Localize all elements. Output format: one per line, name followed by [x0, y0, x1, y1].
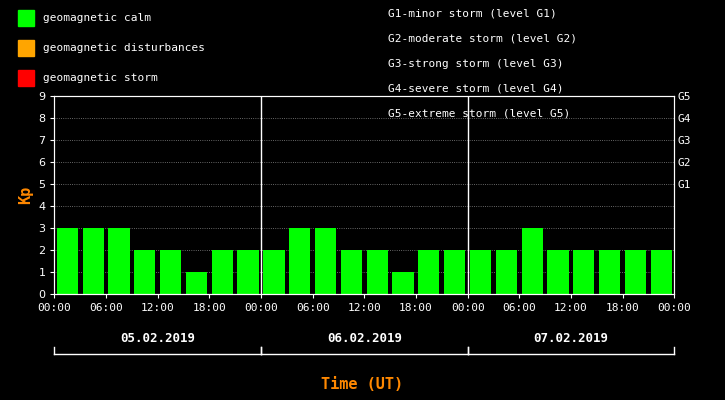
- Text: 07.02.2019: 07.02.2019: [534, 332, 608, 344]
- Text: G5-extreme storm (level G5): G5-extreme storm (level G5): [388, 108, 570, 118]
- Text: geomagnetic calm: geomagnetic calm: [43, 13, 151, 23]
- Text: 05.02.2019: 05.02.2019: [120, 332, 195, 344]
- Bar: [83, 228, 104, 294]
- Bar: [625, 250, 646, 294]
- Bar: [238, 250, 259, 294]
- Bar: [186, 272, 207, 294]
- Text: G4-severe storm (level G4): G4-severe storm (level G4): [388, 84, 563, 94]
- Bar: [315, 228, 336, 294]
- Text: G2-moderate storm (level G2): G2-moderate storm (level G2): [388, 34, 577, 44]
- Bar: [212, 250, 233, 294]
- Text: geomagnetic disturbances: geomagnetic disturbances: [43, 43, 204, 53]
- Bar: [496, 250, 517, 294]
- Y-axis label: Kp: Kp: [17, 186, 33, 204]
- Bar: [547, 250, 568, 294]
- Bar: [521, 228, 543, 294]
- Bar: [108, 228, 130, 294]
- Text: G3-strong storm (level G3): G3-strong storm (level G3): [388, 59, 563, 69]
- Bar: [289, 228, 310, 294]
- Text: G1-minor storm (level G1): G1-minor storm (level G1): [388, 9, 557, 19]
- Bar: [160, 250, 181, 294]
- Bar: [418, 250, 439, 294]
- Bar: [651, 250, 672, 294]
- Bar: [263, 250, 284, 294]
- Bar: [134, 250, 155, 294]
- Bar: [573, 250, 594, 294]
- Bar: [367, 250, 388, 294]
- Bar: [392, 272, 414, 294]
- Bar: [470, 250, 491, 294]
- Text: 06.02.2019: 06.02.2019: [327, 332, 402, 344]
- Bar: [341, 250, 362, 294]
- Text: geomagnetic storm: geomagnetic storm: [43, 73, 157, 83]
- Bar: [444, 250, 465, 294]
- Bar: [599, 250, 621, 294]
- Bar: [57, 228, 78, 294]
- Text: Time (UT): Time (UT): [321, 377, 404, 392]
